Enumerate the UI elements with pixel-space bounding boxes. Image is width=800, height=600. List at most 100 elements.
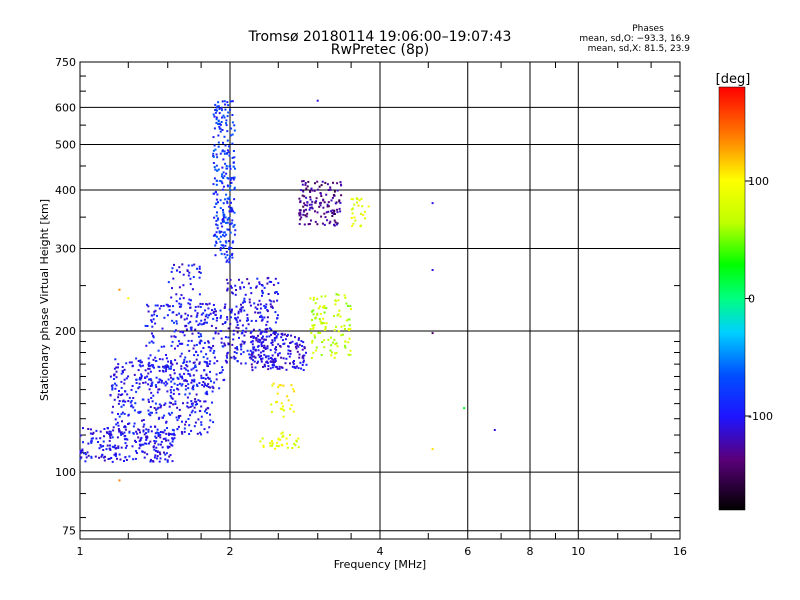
data-point <box>315 197 318 200</box>
data-point <box>238 336 240 339</box>
data-point <box>235 326 238 329</box>
data-point <box>289 407 292 410</box>
data-point <box>178 312 181 315</box>
data-point <box>147 372 150 375</box>
data-point <box>301 194 304 197</box>
data-point <box>207 376 209 379</box>
data-point <box>276 400 278 403</box>
data-point <box>164 370 167 373</box>
data-point <box>207 307 210 310</box>
data-point <box>195 358 198 361</box>
data-point <box>281 408 284 411</box>
data-point <box>231 291 233 294</box>
data-point <box>261 284 264 287</box>
data-point <box>152 445 155 448</box>
data-point <box>111 387 114 389</box>
data-point <box>257 353 260 356</box>
data-point <box>169 433 172 436</box>
data-point <box>125 362 128 365</box>
data-point <box>329 220 332 223</box>
data-point <box>189 374 192 377</box>
data-point <box>334 202 337 205</box>
data-point <box>274 351 277 354</box>
data-point <box>297 338 300 341</box>
data-point <box>184 393 187 396</box>
data-point <box>286 333 289 336</box>
data-point <box>305 351 307 354</box>
data-point <box>168 309 171 311</box>
data-point <box>250 341 253 344</box>
data-point <box>142 381 145 384</box>
data-point <box>325 193 328 196</box>
data-point <box>233 188 236 191</box>
data-point <box>99 430 102 433</box>
data-point <box>133 422 136 425</box>
data-point <box>166 364 168 367</box>
data-point <box>331 212 334 214</box>
data-point <box>278 367 281 370</box>
data-point <box>327 201 330 204</box>
data-point <box>142 419 145 421</box>
y-tick-label: 600 <box>55 101 76 114</box>
data-point <box>160 404 163 407</box>
data-point <box>168 455 171 458</box>
data-point <box>322 198 325 201</box>
data-point <box>149 378 152 380</box>
data-point <box>309 297 312 300</box>
data-point <box>287 352 290 355</box>
data-point <box>106 444 109 447</box>
data-point <box>201 303 204 305</box>
data-point <box>431 448 434 451</box>
data-point <box>173 432 175 435</box>
data-point <box>220 337 223 340</box>
data-point <box>108 439 111 442</box>
data-point <box>225 241 228 244</box>
data-point <box>209 419 212 422</box>
data-point <box>174 347 176 350</box>
data-point <box>226 177 229 179</box>
data-point <box>163 316 166 319</box>
data-point <box>153 440 156 442</box>
data-point <box>247 323 250 326</box>
data-point <box>308 208 311 211</box>
data-point <box>348 324 351 327</box>
data-point <box>102 456 105 459</box>
data-point <box>314 210 316 213</box>
data-point <box>183 427 186 430</box>
data-point <box>244 330 247 333</box>
data-point <box>155 446 158 449</box>
data-point <box>303 195 306 198</box>
data-point <box>319 312 322 315</box>
data-point <box>220 106 223 109</box>
data-point <box>279 438 282 441</box>
data-point <box>173 330 176 333</box>
data-point <box>172 305 174 308</box>
data-point <box>306 201 309 204</box>
data-point <box>109 394 112 397</box>
stats-heading: Phases <box>632 24 664 34</box>
data-point <box>295 347 298 350</box>
data-point <box>228 257 231 260</box>
data-point <box>128 396 131 399</box>
data-point <box>176 387 178 390</box>
data-point <box>212 337 215 340</box>
data-point <box>300 216 303 219</box>
data-point <box>162 416 164 419</box>
data-point <box>139 444 142 447</box>
data-point <box>238 278 240 281</box>
data-point <box>290 384 293 387</box>
data-point <box>222 114 225 117</box>
data-point <box>216 217 219 220</box>
data-point <box>222 246 225 249</box>
data-point <box>307 180 310 183</box>
data-point <box>351 225 354 227</box>
data-point <box>173 321 175 324</box>
data-point <box>167 281 170 284</box>
data-point <box>319 320 322 323</box>
data-point <box>257 349 260 352</box>
data-point <box>333 223 335 226</box>
data-point <box>250 357 253 360</box>
data-point <box>198 276 201 279</box>
data-point <box>145 442 148 445</box>
data-point <box>258 356 261 358</box>
